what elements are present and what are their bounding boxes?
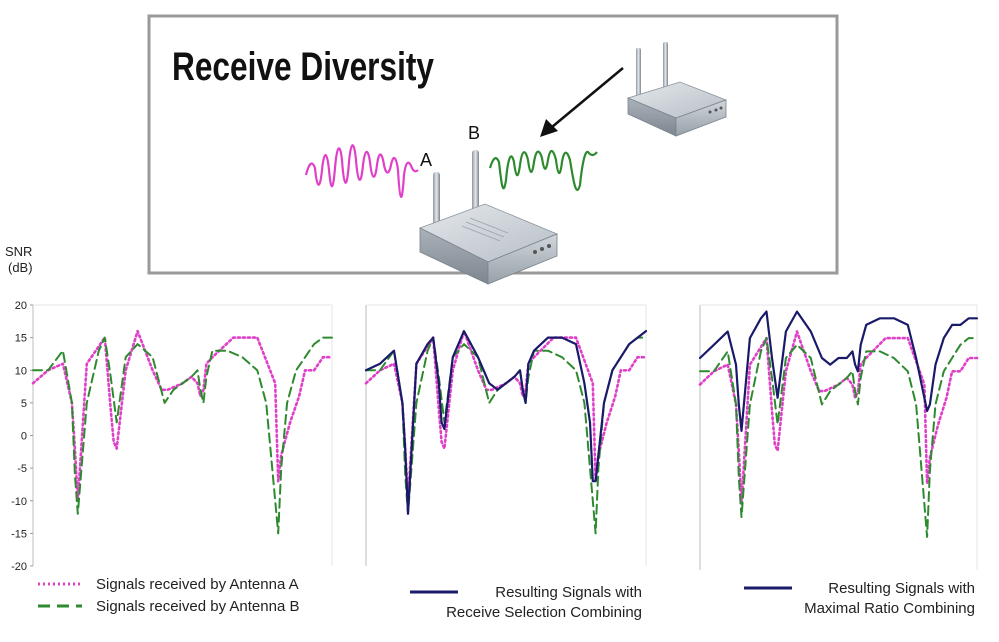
router-transmitter-icon xyxy=(626,42,728,137)
y-tick-label: -20 xyxy=(11,561,27,573)
legend-label-selection-line1: Resulting Signals with xyxy=(495,584,642,601)
legend-label-antenna-b: Signals received by Antenna B xyxy=(96,598,299,615)
illustration-panel: Receive Diversity A xyxy=(147,14,839,285)
series-line-resulting-signals-with-receive-selection-combining xyxy=(364,330,648,515)
antenna-b-label: B xyxy=(468,123,480,143)
y-tick-label: -10 xyxy=(11,496,27,508)
y-tick-label: 10 xyxy=(15,365,27,377)
y-tick-label: 15 xyxy=(15,333,27,345)
series-line-signals-received-by-antenna-b xyxy=(365,336,647,535)
y-tick-label: 5 xyxy=(21,398,27,410)
chart-panel-selection-combining xyxy=(364,304,648,566)
arrow-icon xyxy=(551,67,624,128)
arrow-head-icon xyxy=(540,119,558,137)
antenna-a-label: A xyxy=(420,150,432,170)
chart-panel-maximal-ratio-combining xyxy=(698,304,979,570)
legend-label-selection-line2: Receive Selection Combining xyxy=(446,604,642,621)
legend-panel-2: Resulting Signals with Receive Selection… xyxy=(410,584,642,621)
legend-label-mrc-line2: Maximal Ratio Combining xyxy=(804,600,975,617)
legend-panel-3: Resulting Signals with Maximal Ratio Com… xyxy=(744,580,975,617)
antenna-b-signal-wave xyxy=(488,149,598,192)
series-line-signals-received-by-antenna-a xyxy=(31,329,334,503)
y-axis-label-line1: SNR xyxy=(5,244,32,259)
chart-panel-antennas: 20 15 10 5 0 -5 -10 -15 -20 xyxy=(11,300,334,573)
y-tick-label: -5 xyxy=(17,463,27,475)
legend-label-antenna-a: Signals received by Antenna A xyxy=(96,576,299,593)
legend-panel-1: Signals received by Antenna A Signals re… xyxy=(38,576,299,615)
y-tick-label: -15 xyxy=(11,528,27,540)
antenna-a-signal-wave xyxy=(304,144,419,198)
y-tick-label: 20 xyxy=(15,300,27,312)
y-tick-label: 0 xyxy=(21,431,27,443)
legend-label-mrc-line1: Resulting Signals with xyxy=(828,580,975,597)
router-receiver-icon xyxy=(418,150,559,285)
series-line-signals-received-by-antenna-a xyxy=(364,329,648,503)
series-line-resulting-signals-with-maximal-ratio-combining xyxy=(698,310,979,432)
series-line-signals-received-by-antenna-b xyxy=(699,337,978,538)
illustration-title: Receive Diversity xyxy=(172,45,435,89)
series-line-signals-received-by-antenna-b xyxy=(32,336,333,535)
series-line-signals-received-by-antenna-a xyxy=(698,330,979,506)
y-axis-label-line2: (dB) xyxy=(8,260,33,275)
